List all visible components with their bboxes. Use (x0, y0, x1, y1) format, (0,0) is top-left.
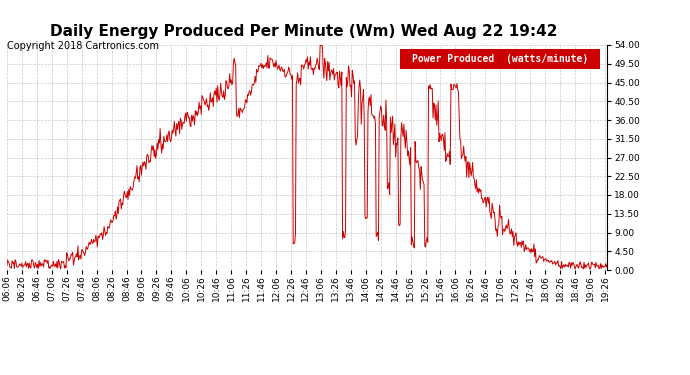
Text: Power Produced  (watts/minute): Power Produced (watts/minute) (412, 54, 589, 64)
Text: Daily Energy Produced Per Minute (Wm) Wed Aug 22 19:42: Daily Energy Produced Per Minute (Wm) We… (50, 24, 558, 39)
Text: Copyright 2018 Cartronics.com: Copyright 2018 Cartronics.com (7, 41, 159, 51)
